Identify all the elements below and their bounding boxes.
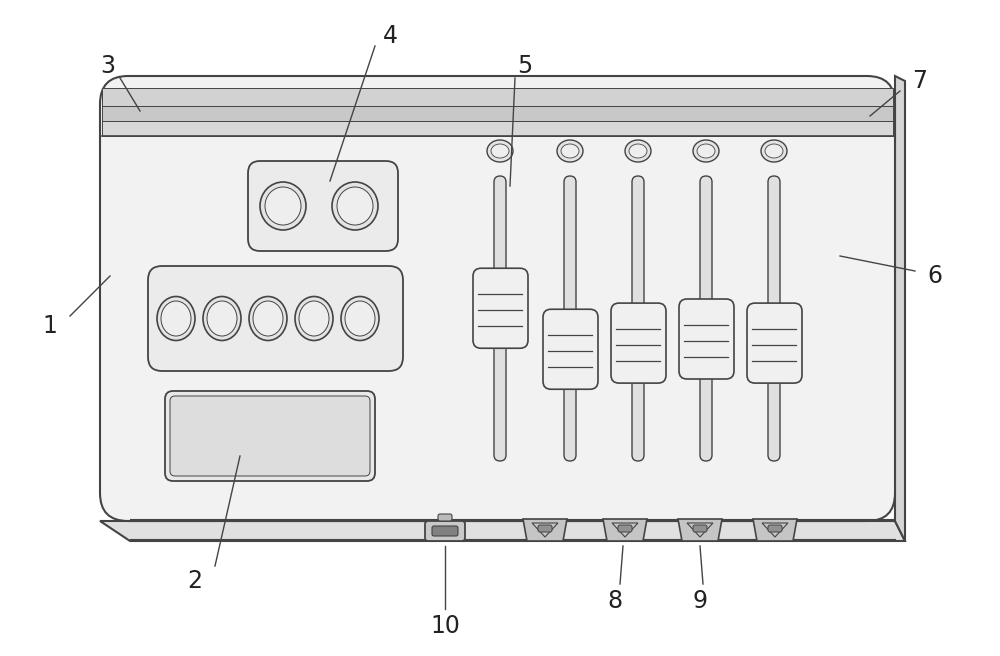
Ellipse shape [557,140,583,162]
Polygon shape [753,519,797,541]
Ellipse shape [345,301,375,336]
Ellipse shape [332,182,378,230]
Ellipse shape [697,144,715,158]
Ellipse shape [761,140,787,162]
Text: 7: 7 [912,69,928,93]
Ellipse shape [341,297,379,340]
FancyBboxPatch shape [564,176,576,461]
FancyBboxPatch shape [693,525,707,532]
FancyBboxPatch shape [768,176,780,461]
Polygon shape [895,76,905,541]
FancyBboxPatch shape [768,525,782,532]
Ellipse shape [295,297,333,340]
Polygon shape [678,519,722,541]
FancyBboxPatch shape [611,303,666,383]
FancyBboxPatch shape [148,266,403,371]
FancyBboxPatch shape [248,161,398,251]
FancyBboxPatch shape [632,176,644,461]
Ellipse shape [253,301,283,336]
Text: 8: 8 [607,589,623,613]
Polygon shape [102,121,893,136]
Text: 5: 5 [517,54,533,78]
Text: 3: 3 [100,54,116,78]
Ellipse shape [765,144,783,158]
Ellipse shape [491,144,509,158]
Ellipse shape [249,297,287,340]
FancyBboxPatch shape [538,525,552,532]
Ellipse shape [265,187,301,225]
Ellipse shape [625,140,651,162]
Ellipse shape [207,301,237,336]
FancyBboxPatch shape [494,176,506,461]
FancyBboxPatch shape [543,309,598,389]
FancyBboxPatch shape [432,526,458,536]
Polygon shape [603,519,647,541]
Ellipse shape [161,301,191,336]
Ellipse shape [337,187,373,225]
Text: 2: 2 [188,569,202,593]
FancyBboxPatch shape [679,299,734,379]
FancyBboxPatch shape [618,525,632,532]
FancyBboxPatch shape [438,514,452,521]
Ellipse shape [693,140,719,162]
Ellipse shape [487,140,513,162]
Text: 1: 1 [43,314,57,338]
Text: 10: 10 [430,614,460,638]
FancyBboxPatch shape [700,176,712,461]
FancyBboxPatch shape [165,391,375,481]
Ellipse shape [299,301,329,336]
FancyBboxPatch shape [425,521,465,541]
Polygon shape [102,106,893,121]
Polygon shape [523,519,567,541]
FancyBboxPatch shape [747,303,802,383]
Ellipse shape [157,297,195,340]
Ellipse shape [260,182,306,230]
Ellipse shape [203,297,241,340]
FancyBboxPatch shape [170,396,370,476]
Text: 6: 6 [928,264,942,288]
Ellipse shape [629,144,647,158]
FancyBboxPatch shape [473,268,528,348]
Text: 4: 4 [382,24,398,48]
Polygon shape [102,88,893,106]
Ellipse shape [561,144,579,158]
Polygon shape [100,521,905,541]
Text: 9: 9 [692,589,708,613]
FancyBboxPatch shape [100,76,895,521]
